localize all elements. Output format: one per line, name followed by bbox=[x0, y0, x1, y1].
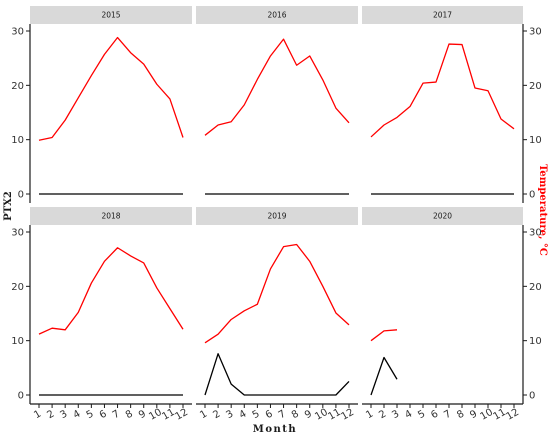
y-tick-label: 0 bbox=[18, 391, 24, 402]
x-tick-label: 2 bbox=[211, 408, 222, 421]
x-tick-label: 12 bbox=[173, 407, 190, 423]
y-tick-label: 30 bbox=[11, 228, 24, 239]
y-tick-label: 10 bbox=[529, 135, 542, 146]
x-tick-label: 9 bbox=[468, 408, 479, 421]
facet-strip-label: 2016 bbox=[267, 11, 286, 20]
temperature-line bbox=[38, 36, 184, 141]
x-tick-label: 3 bbox=[58, 408, 69, 421]
facet-strip bbox=[362, 6, 523, 24]
facet-panel-2017: 2017 0 10 20 30 bbox=[362, 6, 542, 203]
x-tick-label: 4 bbox=[238, 408, 249, 421]
y-tick-label: 10 bbox=[11, 135, 24, 146]
x-tick-label: 9 bbox=[137, 408, 148, 421]
facet-strip bbox=[30, 6, 192, 24]
temperature-line bbox=[204, 243, 350, 344]
facet-strip-label: 2018 bbox=[101, 212, 120, 221]
x-tick-label: 8 bbox=[124, 408, 135, 421]
temperature-line bbox=[38, 247, 184, 335]
x-tick-label: 5 bbox=[85, 408, 96, 421]
y-tick-label: 30 bbox=[529, 27, 542, 38]
x-tick-label: 7 bbox=[442, 408, 453, 421]
x-tick-label: 3 bbox=[390, 408, 401, 421]
y-tick-label: 30 bbox=[11, 27, 24, 38]
x-tick-label: 6 bbox=[98, 408, 109, 421]
x-tick-label: 3 bbox=[224, 408, 235, 421]
x-tick-label: 5 bbox=[416, 408, 427, 421]
x-tick-label: 6 bbox=[429, 408, 440, 421]
x-axis-title: Month bbox=[253, 424, 297, 435]
x-tick-label: 8 bbox=[290, 408, 301, 421]
y-tick-label: 20 bbox=[11, 282, 24, 293]
y-tick-label: 0 bbox=[18, 190, 24, 201]
facet-strip-label: 2020 bbox=[433, 212, 452, 221]
y-tick-label: 10 bbox=[11, 336, 24, 347]
y-axis-title-left: PTX2 bbox=[3, 191, 14, 221]
y-axis-title-right: Temperature, °C bbox=[537, 164, 548, 256]
y-tick-label: 20 bbox=[529, 81, 542, 92]
y-tick-label: 10 bbox=[529, 336, 542, 347]
facet-strip-label: 2015 bbox=[101, 11, 120, 20]
x-tick-label: 1 bbox=[364, 408, 375, 421]
ptx2-line bbox=[370, 356, 398, 396]
x-tick-label: 4 bbox=[72, 408, 83, 421]
x-tick-label: 2 bbox=[45, 408, 56, 421]
facet-strip bbox=[196, 207, 358, 225]
x-tick-label: 1 bbox=[198, 408, 209, 421]
y-tick-label: 20 bbox=[11, 81, 24, 92]
x-tick-label: 6 bbox=[264, 408, 275, 421]
temperature-line bbox=[204, 38, 350, 136]
y-tick-label: 30 bbox=[529, 228, 542, 239]
x-tick-label: 1 bbox=[32, 408, 43, 421]
facet-strip bbox=[196, 6, 358, 24]
facet-strip-label: 2019 bbox=[267, 212, 286, 221]
facet-panel-2015: 2015 0 10 20 30 bbox=[11, 6, 192, 203]
x-tick-label: 4 bbox=[403, 408, 414, 421]
x-tick-label: 2 bbox=[377, 408, 388, 421]
x-tick-label: 8 bbox=[455, 408, 466, 421]
x-tick-label: 5 bbox=[251, 408, 262, 421]
x-tick-label: 12 bbox=[339, 407, 356, 423]
facet-strip-label: 2017 bbox=[433, 11, 452, 20]
facet-strip bbox=[362, 207, 523, 225]
temperature-line bbox=[370, 329, 398, 342]
facet-panel-2016: 2016 bbox=[196, 6, 358, 195]
y-tick-label: 0 bbox=[529, 190, 535, 201]
x-tick-label: 7 bbox=[277, 408, 288, 421]
y-tick-label: 20 bbox=[529, 282, 542, 293]
y-tick-label: 0 bbox=[529, 391, 535, 402]
x-tick-label: 12 bbox=[504, 407, 521, 423]
ptx2-line bbox=[204, 353, 350, 396]
temperature-line bbox=[370, 43, 515, 138]
x-tick-label: 7 bbox=[111, 408, 122, 421]
x-tick-label: 9 bbox=[303, 408, 314, 421]
facet-strip bbox=[30, 207, 192, 225]
